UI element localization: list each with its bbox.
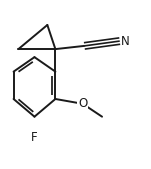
Text: N: N — [121, 35, 130, 47]
Text: F: F — [31, 131, 38, 144]
Text: O: O — [78, 97, 87, 110]
